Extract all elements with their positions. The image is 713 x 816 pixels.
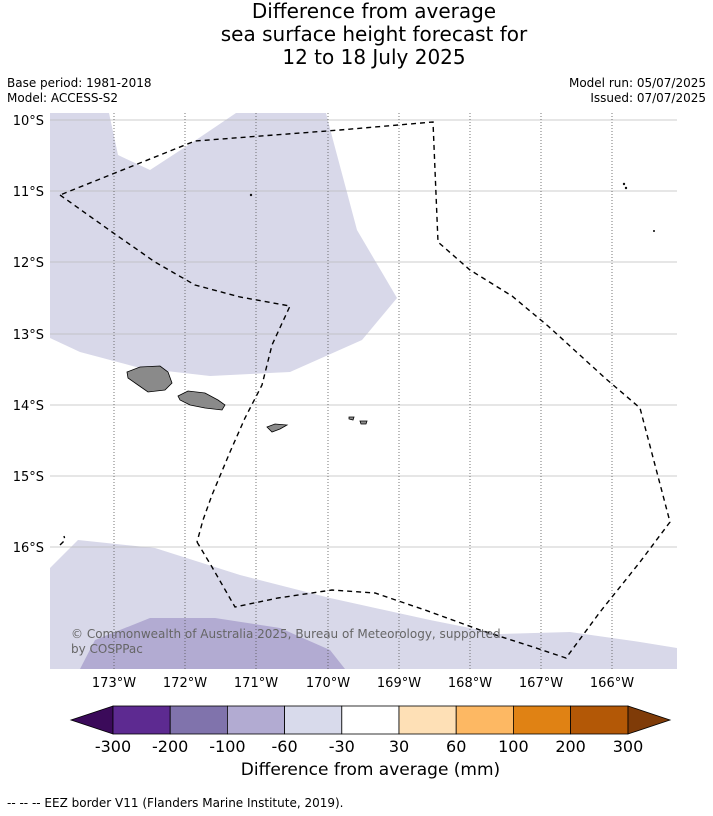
colorbar-segment [570, 705, 629, 735]
colorbar-label: Difference from average (mm) [240, 760, 501, 780]
lon-label: 173°W [92, 676, 136, 691]
lon-label: 172°W [163, 676, 207, 691]
colorbar-tick: -100 [209, 737, 245, 756]
eez-borders [59, 121, 671, 659]
lon-label: 170°W [306, 676, 350, 691]
lat-label: 10°S [13, 114, 44, 129]
model-run: Model run: 05/07/2025 [568, 76, 706, 90]
copyright-notice: © Commonwealth of Australia 2025, Bureau… [71, 627, 501, 656]
colorbar-segment [284, 705, 343, 735]
island-tutuila [266, 423, 289, 433]
lat-label: 16°S [13, 541, 44, 556]
anomaly-region-south-strong [80, 618, 345, 669]
issued-date: Issued: 07/07/2025 [590, 91, 706, 105]
longitude-labels: 173°W 172°W 171°W 170°W 169°W 168°W 167°… [92, 676, 634, 691]
lon-label: 171°W [234, 676, 278, 691]
title-line-2: sea surface height forecast for [220, 22, 528, 46]
colorbar-tick: 300 [613, 737, 644, 756]
lon-label: 166°W [590, 676, 634, 691]
meta-left: Base period: 1981-2018 Model: ACCESS-S2 [7, 76, 152, 106]
eez-border-fragment [59, 535, 66, 546]
copyright-line-2: by COSPPac [71, 642, 143, 656]
island-east [653, 229, 656, 232]
anomaly-region-north [50, 113, 397, 376]
model-name: Model: ACCESS-S2 [7, 91, 119, 105]
lat-label: 11°S [13, 185, 44, 200]
colorbar-tick-labels: -300 -200 -100 -60 -30 30 60 100 200 300 [95, 737, 643, 756]
lat-label: 12°S [13, 256, 44, 271]
lat-label: 15°S [13, 470, 44, 485]
chart-title: Difference from average sea surface heig… [0, 0, 713, 69]
land-masses [126, 182, 656, 433]
colorbar-segment [169, 705, 228, 735]
island-north-2 [624, 186, 628, 190]
meta-right: Model run: 05/07/2025 Issued: 07/07/2025 [569, 76, 706, 106]
island-manua-2 [359, 420, 368, 425]
colorbar-extend-high [627, 705, 672, 735]
colorbar-tick: -300 [95, 737, 131, 756]
island-manua-1 [348, 416, 355, 421]
island-upolu [177, 390, 226, 411]
eez-footnote: -- -- -- EEZ border V11 (Flanders Marine… [7, 796, 344, 810]
lon-label: 167°W [519, 676, 563, 691]
colorbar-segment [112, 705, 171, 735]
title-line-3: 12 to 18 July 2025 [282, 45, 466, 69]
island-savaii [126, 365, 173, 393]
colorbar-tick: 200 [555, 737, 586, 756]
colorbar-segment [513, 705, 572, 735]
copyright-line-1: © Commonwealth of Australia 2025, Bureau… [71, 627, 501, 641]
colorbar-tick: 100 [498, 737, 529, 756]
colorbar-segment [226, 705, 285, 735]
colorbar-segment [398, 705, 457, 735]
colorbar-segment [455, 705, 514, 735]
lat-label: 13°S [13, 328, 44, 343]
lat-label: 14°S [13, 399, 44, 414]
colorbar-extend-low [69, 705, 114, 735]
base-period: Base period: 1981-2018 [7, 76, 152, 90]
colorbar-tick: 60 [446, 737, 466, 756]
island-north-1 [622, 182, 626, 186]
colorbar-tick: -200 [152, 737, 188, 756]
colorbar-tick: 30 [389, 737, 409, 756]
colorbar-tick: -60 [272, 737, 298, 756]
lon-label: 168°W [448, 676, 492, 691]
lon-label: 169°W [377, 676, 421, 691]
title-line-1: Difference from average [251, 0, 497, 23]
colorbar-tick: -30 [329, 737, 355, 756]
latitude-labels: 10°S 11°S 12°S 13°S 14°S 15°S 16°S [13, 114, 44, 556]
colorbar: -300 -200 -100 -60 -30 30 60 100 200 300 [69, 705, 672, 756]
island-swains [249, 193, 253, 197]
map-plot-area [50, 113, 677, 669]
colorbar-segment [341, 705, 400, 735]
eez-border-american-samoa [59, 121, 671, 659]
latitude-gridlines [50, 119, 677, 548]
